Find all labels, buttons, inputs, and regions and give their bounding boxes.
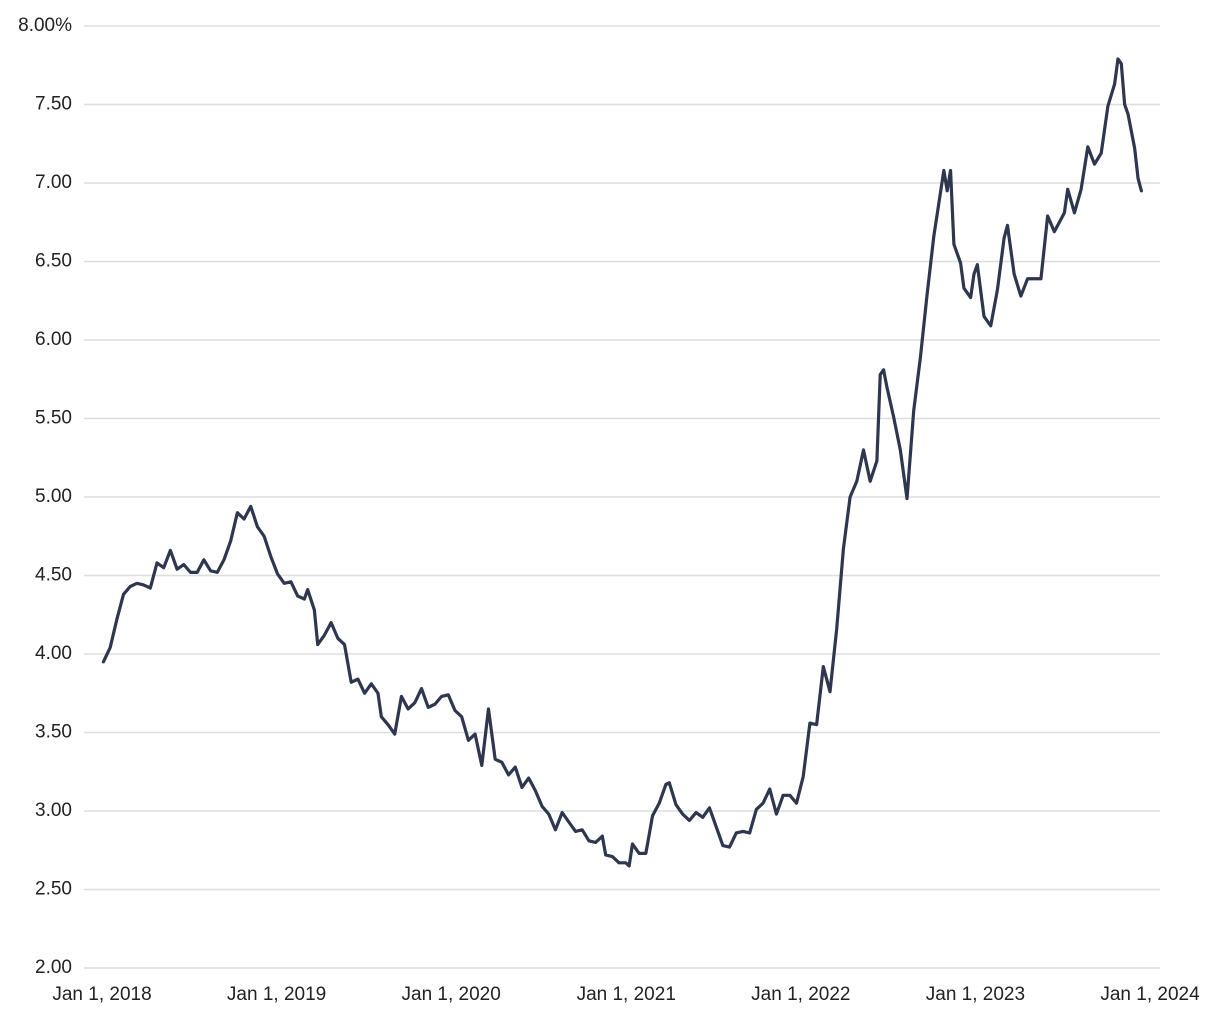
y-tick-label: 3.50 [35,722,72,743]
y-tick-label: 6.00 [35,329,72,350]
x-tick-label: Jan 1, 2020 [402,984,501,1005]
y-tick-label: 7.00 [35,172,72,193]
x-tick-label: Jan 1, 2022 [751,984,850,1005]
y-tick-label: 6.50 [35,251,72,272]
line [101,57,1143,868]
x-tick-label: Jan 1, 2021 [577,984,676,1005]
y-tick-label: 5.50 [35,408,72,429]
y-tick-label: 8.00% [18,15,72,36]
x-tick-label: Jan 1, 2023 [926,984,1025,1005]
x-tick-label: Jan 1, 2018 [52,984,151,1005]
y-tick-label: 2.00 [35,957,72,978]
x-tick-label: Jan 1, 2024 [1100,984,1200,1005]
y-tick-label: 4.00 [35,643,72,664]
y-tick-label: 3.00 [35,800,72,821]
x-tick-label: Jan 1, 2019 [227,984,326,1005]
y-tick-label: 7.50 [35,94,72,115]
y-tick-label: 4.50 [35,565,72,586]
y-tick-label: 2.50 [35,879,72,900]
y-tick-label: 5.00 [35,486,72,507]
